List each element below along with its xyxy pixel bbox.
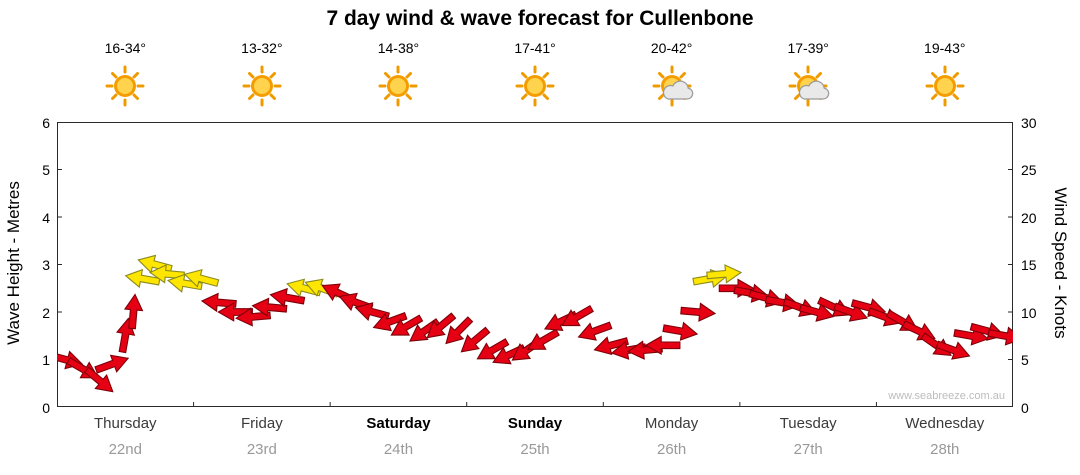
- wind-arrow: [526, 328, 560, 350]
- weather-icon: [740, 62, 877, 110]
- wind-arrow: [833, 302, 869, 322]
- y-right-tick: 30: [1021, 115, 1037, 131]
- wind-arrow: [83, 366, 114, 393]
- sun-icon: [378, 65, 418, 107]
- y-left-tick: 1: [42, 352, 50, 368]
- y-left-tick: 3: [42, 257, 50, 273]
- y-right-tick: 10: [1021, 305, 1037, 321]
- weather-icon: [467, 62, 604, 110]
- day-name: Wednesday: [905, 415, 985, 432]
- day-date: 24th: [383, 441, 414, 458]
- day-temp: 14-38°: [377, 40, 420, 56]
- y-right-tick: 15: [1021, 257, 1037, 273]
- wind-arrow: [561, 304, 594, 327]
- day-temp: 13-32°: [241, 40, 283, 56]
- wind-arrow: [987, 326, 1013, 346]
- y-left-tick: 4: [42, 210, 50, 226]
- dates-row: 22nd 23rd 24th 25th 26th 27th 28th: [57, 441, 1013, 458]
- weather-icon: [194, 62, 331, 110]
- sun-icon: [242, 65, 282, 107]
- wind-arrow: [166, 273, 203, 293]
- wind-arrow: [372, 312, 408, 332]
- weather-icon: [330, 62, 467, 110]
- sun-icon: [105, 65, 145, 107]
- day-date: 22nd: [108, 441, 142, 458]
- cloud-icon: [662, 80, 693, 100]
- wind-arrow: [183, 268, 220, 288]
- weather-icon: [57, 62, 194, 110]
- wind-arrow: [644, 335, 681, 356]
- y-right-tick: 20: [1021, 210, 1037, 226]
- wind-arrow: [706, 264, 743, 284]
- wind-arrow: [148, 264, 185, 284]
- wind-arrow: [354, 302, 390, 321]
- y-left-tick: 0: [42, 400, 50, 416]
- day-temp: 19-43°: [924, 40, 966, 56]
- day-name: Tuesday: [779, 415, 837, 432]
- wind-arrow: [269, 287, 306, 308]
- wind-arrow: [445, 316, 474, 345]
- day-name: Friday: [241, 415, 283, 432]
- wind-arrow: [124, 268, 161, 289]
- y-left-tick: 5: [42, 162, 50, 178]
- icons-row: [57, 62, 1013, 110]
- y-right-axis-title: Wind Speed - Knots: [1051, 187, 1070, 339]
- day-name: Sunday: [507, 415, 563, 432]
- temps-row: 16-34° 13-32° 14-38° 17-41° 20-42° 17-39…: [57, 40, 1013, 56]
- day-date: 27th: [793, 441, 823, 458]
- y-right-tick: 0: [1021, 400, 1029, 416]
- y-left-axis-title: Wave Height - Metres: [4, 181, 23, 345]
- day-name: Thursday: [94, 415, 157, 432]
- page-title: 7 day wind & wave forecast for Cullenbon…: [326, 7, 754, 30]
- wind-arrow: [426, 312, 457, 339]
- day-date: 26th: [657, 441, 687, 458]
- day-date: 23rd: [246, 441, 277, 458]
- sun-icon: [515, 65, 555, 107]
- wind-arrow: [935, 340, 971, 360]
- wind-arrow: [476, 338, 510, 360]
- weather-icon: [876, 62, 1013, 110]
- day-date: 25th: [520, 441, 550, 458]
- day-name: Saturday: [366, 415, 431, 432]
- day-date: 28th: [930, 441, 960, 458]
- wind-arrow: [460, 326, 491, 353]
- daynames-row: Thursday Friday Saturday Sunday Monday T…: [57, 415, 1013, 432]
- day-temp: 17-41°: [514, 40, 556, 56]
- sun-cloud-icon: [652, 65, 693, 107]
- wind-arrow: [662, 321, 699, 341]
- day-temp: 20-42°: [650, 40, 693, 56]
- day-temp: 17-39°: [787, 40, 829, 56]
- wind-arrow: [123, 293, 144, 330]
- day-temp: 16-34°: [104, 40, 146, 56]
- wind-arrow: [798, 303, 835, 322]
- day-name: Monday: [644, 415, 699, 432]
- wind-arrow: [577, 321, 613, 341]
- y-left-tick: 2: [42, 305, 50, 321]
- sun-icon: [925, 65, 965, 107]
- y-left-tick: 6: [42, 115, 50, 131]
- wind-arrow: [680, 302, 717, 322]
- wind-arrow: [390, 314, 424, 336]
- wind-arrow: [94, 354, 130, 374]
- sun-cloud-icon: [788, 65, 830, 107]
- wind-wave-chart: [57, 122, 1013, 407]
- y-right-tick: 25: [1021, 162, 1037, 178]
- weather-icon: [603, 62, 740, 110]
- y-right-tick: 5: [1021, 352, 1029, 368]
- wind-arrow: [593, 336, 629, 356]
- watermark: www.seabreeze.com.au: [888, 390, 1005, 402]
- plot-border: [57, 122, 1013, 407]
- cloud-icon: [799, 80, 830, 100]
- wind-arrow: [200, 292, 237, 313]
